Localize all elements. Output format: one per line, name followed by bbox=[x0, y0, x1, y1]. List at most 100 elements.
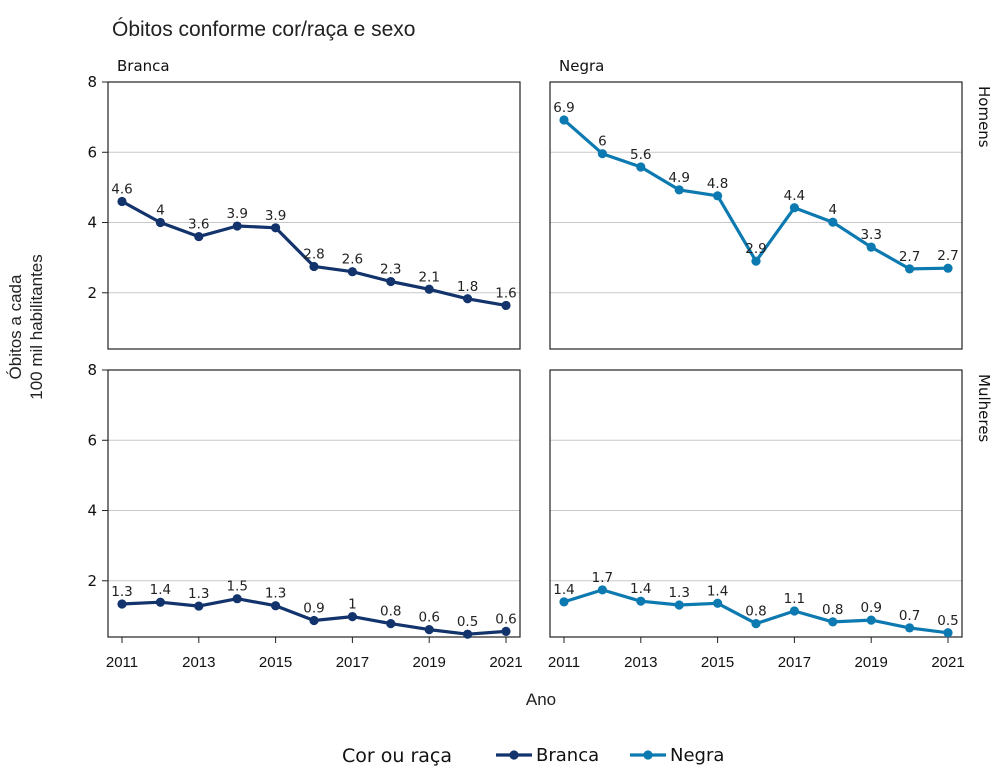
data-point bbox=[597, 585, 608, 595]
data-point bbox=[309, 261, 319, 272]
facet-label-negra: Negra bbox=[559, 57, 604, 75]
data-point bbox=[866, 615, 876, 625]
data-label: 0.5 bbox=[457, 614, 478, 630]
data-point bbox=[751, 256, 761, 266]
x-tick-label: 2019 bbox=[413, 654, 446, 671]
panel-frame bbox=[549, 81, 963, 350]
y-tick-label: 6 bbox=[87, 431, 97, 449]
data-point bbox=[905, 623, 915, 633]
data-point bbox=[155, 217, 165, 228]
y-tick-label: 2 bbox=[87, 572, 97, 590]
data-label: 6.9 bbox=[553, 100, 574, 116]
data-label: 5.6 bbox=[630, 147, 651, 163]
data-point bbox=[309, 615, 319, 626]
data-label: 0.7 bbox=[899, 608, 920, 624]
x-tick-label: 2019 bbox=[855, 654, 888, 671]
legend: Cor ou raça Branca Negra bbox=[342, 745, 724, 767]
facet-label-mulheres: Mulheres bbox=[975, 374, 993, 442]
data-label: 2.1 bbox=[418, 269, 439, 285]
data-point bbox=[194, 231, 204, 242]
y-axis-title-line: 100 mil habilitantes bbox=[27, 254, 46, 400]
panel-homens-negra: Negra Homens 6.9 6 5.6 4.9 4.8 2.9 4.4 4 3.3 2.7 2.7 bbox=[549, 57, 993, 350]
panel-frame bbox=[107, 369, 521, 638]
data-point bbox=[194, 601, 204, 611]
data-point bbox=[386, 276, 396, 287]
x-tick-label: 2015 bbox=[701, 654, 734, 671]
x-tick-label: 2017 bbox=[336, 654, 369, 671]
data-label: 2.9 bbox=[745, 241, 766, 257]
chart-subtitle: Óbitos conforme cor/raça e sexo bbox=[112, 18, 415, 41]
data-point bbox=[943, 263, 953, 273]
legend-label-negra: Negra bbox=[670, 745, 724, 766]
data-point bbox=[789, 606, 800, 616]
data-point bbox=[347, 612, 357, 622]
data-point bbox=[713, 598, 723, 608]
y-tick-label: 2 bbox=[87, 284, 97, 302]
facet-label-branca: Branca bbox=[117, 57, 170, 75]
data-label: 2.6 bbox=[342, 252, 363, 268]
data-point bbox=[424, 625, 434, 635]
y-tick-label: 4 bbox=[87, 214, 97, 232]
data-label: 0.9 bbox=[860, 600, 881, 616]
data-label: 4.8 bbox=[707, 176, 728, 192]
data-point bbox=[674, 600, 684, 610]
data-label: 1.7 bbox=[592, 570, 613, 586]
data-label: 1.4 bbox=[630, 581, 651, 597]
data-point bbox=[271, 601, 281, 611]
panels: Branca 2 4 6 8 4.6 4 3.6 3.9 3.9 2.8 2.6 2.3 2.1 1.8 1.… bbox=[87, 57, 993, 671]
data-point bbox=[232, 594, 242, 604]
data-point bbox=[713, 191, 723, 201]
data-point bbox=[232, 221, 242, 231]
data-point bbox=[501, 626, 511, 636]
data-label: 3.9 bbox=[226, 206, 247, 222]
data-point bbox=[559, 115, 569, 125]
data-point bbox=[636, 596, 646, 606]
data-point bbox=[386, 619, 396, 629]
data-label: 3.3 bbox=[860, 227, 881, 243]
data-label: 1.4 bbox=[553, 582, 574, 598]
data-label: 1 bbox=[348, 597, 357, 613]
data-label: 4 bbox=[829, 202, 838, 218]
y-axis-title-line: Óbitos a cada bbox=[6, 274, 25, 379]
data-label: 6 bbox=[598, 134, 607, 150]
data-point bbox=[155, 597, 165, 607]
data-point bbox=[828, 217, 838, 227]
panel-homens-branca: Branca 2 4 6 8 4.6 4 3.6 3.9 3.9 2.8 2.6 2.3 2.1 1.8 1.… bbox=[87, 57, 521, 350]
data-label: 4.4 bbox=[784, 188, 805, 204]
x-tick-label: 2017 bbox=[778, 654, 811, 671]
data-label: 1.3 bbox=[265, 586, 286, 602]
data-point bbox=[559, 597, 569, 607]
legend-swatch-point bbox=[643, 750, 653, 760]
data-label: 1.8 bbox=[457, 279, 478, 295]
data-label: 3.9 bbox=[265, 208, 286, 224]
data-label: 4.6 bbox=[111, 181, 132, 197]
data-label: 4 bbox=[156, 203, 165, 219]
data-label: 0.8 bbox=[822, 602, 843, 618]
data-point bbox=[828, 617, 838, 627]
data-point bbox=[789, 203, 800, 213]
data-label: 0.8 bbox=[380, 604, 401, 620]
data-label: 1.3 bbox=[111, 584, 132, 600]
data-label: 1.4 bbox=[150, 582, 171, 598]
x-tick-label: 2011 bbox=[106, 654, 138, 671]
x-tick-label: 2011 bbox=[548, 654, 580, 671]
data-label: 0.5 bbox=[937, 613, 958, 629]
panel-mulheres-branca: 2 4 6 8 2011 2013 2015 2017 2019 2021 1.3 1.4 1.3 1.5… bbox=[87, 361, 522, 671]
legend-label-branca: Branca bbox=[536, 745, 599, 766]
x-tick-label: 2021 bbox=[931, 654, 964, 671]
data-point bbox=[866, 242, 876, 252]
panel-mulheres-negra: Mulheres 2011 2013 2015 2017 2019 2021 1.4 1.7 1.… bbox=[548, 369, 993, 671]
panel-frame bbox=[549, 369, 963, 638]
panel-frame bbox=[107, 81, 521, 350]
data-point bbox=[463, 294, 473, 304]
data-label: 1.3 bbox=[668, 585, 689, 601]
x-tick-label: 2021 bbox=[489, 654, 522, 671]
data-point bbox=[424, 284, 434, 294]
facet-label-homens: Homens bbox=[975, 86, 993, 148]
data-label: 0.6 bbox=[418, 610, 439, 626]
legend-title: Cor ou raça bbox=[342, 745, 452, 767]
y-tick-label: 8 bbox=[87, 361, 97, 379]
data-point bbox=[751, 619, 761, 629]
x-axis-title: Ano bbox=[526, 690, 556, 709]
x-tick-label: 2013 bbox=[182, 654, 215, 671]
